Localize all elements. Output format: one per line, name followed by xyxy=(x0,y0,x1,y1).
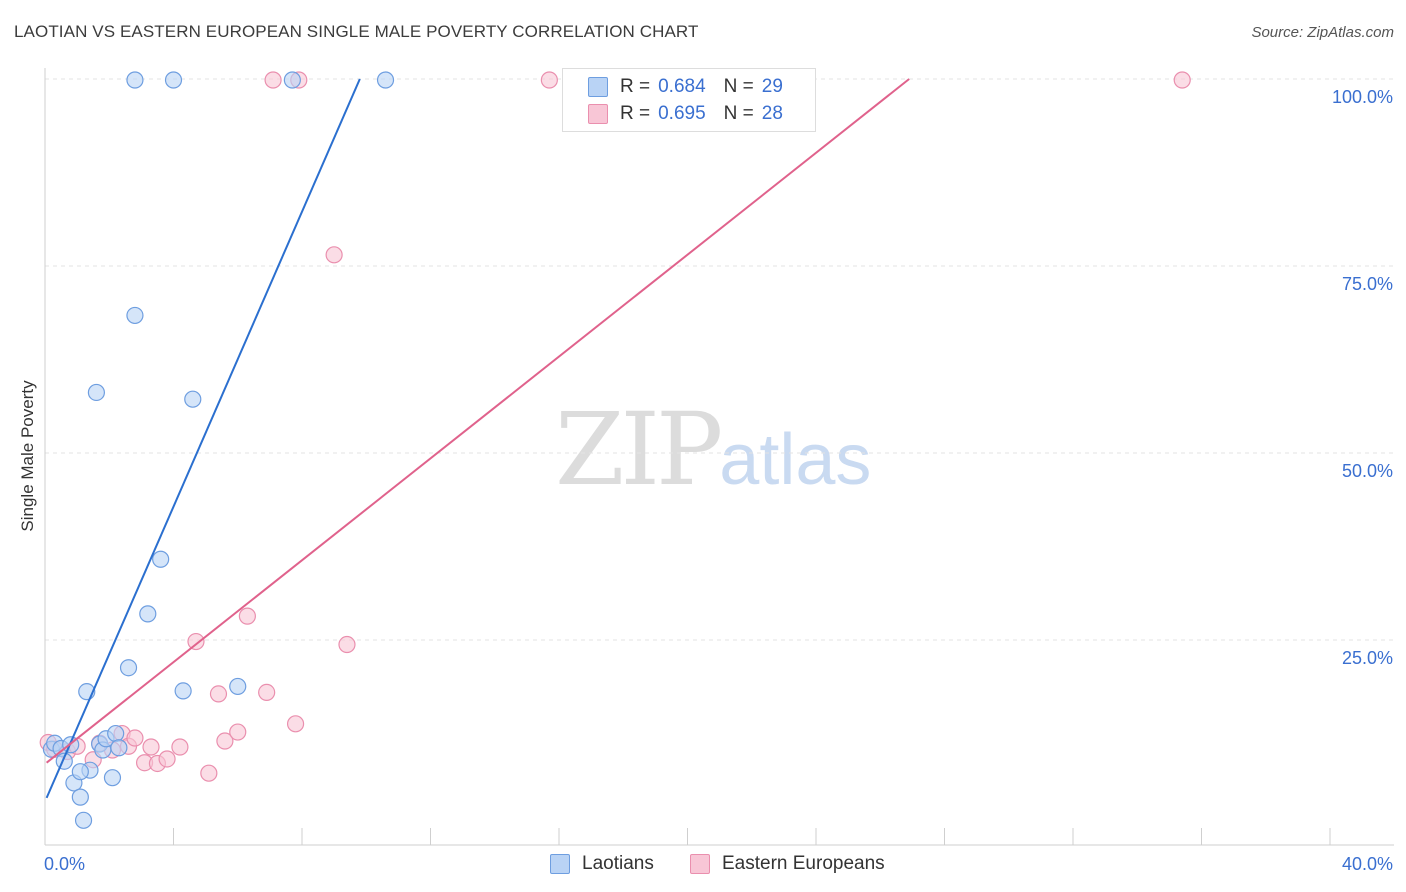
eastern-european-point xyxy=(209,685,228,703)
eastern-european-point xyxy=(286,715,305,733)
bottom-legend-laotians: Laotians xyxy=(550,852,654,876)
laotian-point xyxy=(152,550,170,568)
y-tick-label: 50.0% xyxy=(1342,461,1393,481)
laotian-point xyxy=(74,811,93,829)
eastern-european-point xyxy=(126,729,144,747)
axes xyxy=(44,68,1394,846)
laotians-r-label: R = xyxy=(620,76,651,97)
laotian-point xyxy=(119,659,138,677)
eastern-european-trend-line xyxy=(45,78,910,764)
laotian-point xyxy=(229,677,247,696)
trend-lines xyxy=(45,78,910,799)
laotian-point xyxy=(139,605,157,623)
y-tick-label: 75.0% xyxy=(1342,274,1393,294)
y-tick-label: 100.0% xyxy=(1332,87,1393,107)
laotian-points xyxy=(42,71,395,829)
laotian-point xyxy=(184,390,202,408)
laotians-n-label: N = xyxy=(723,76,754,97)
laotian-point xyxy=(283,71,301,89)
eastern-european-point xyxy=(171,738,189,756)
eastern-european-point xyxy=(229,723,247,741)
bottom-legend-eastern: Eastern Europeans xyxy=(690,852,885,876)
eastern-european-point xyxy=(338,635,356,654)
eastern-n-label: N = xyxy=(723,103,754,124)
tick-labels: 25.0% 50.0% 75.0% 100.0% 0.0% 40.0% xyxy=(44,87,1393,874)
eastern-european-point xyxy=(258,683,276,702)
laotian-point xyxy=(71,788,89,806)
laotian-point xyxy=(87,383,106,402)
bottom-laotians-swatch xyxy=(550,854,570,874)
laotian-point xyxy=(376,71,395,89)
eastern-european-points xyxy=(39,71,1191,782)
legend-row-laotians: R = 0.684 N = 29 xyxy=(588,75,783,99)
laotian-point xyxy=(126,71,144,89)
source-label: Source: ZipAtlas.com xyxy=(1251,24,1394,41)
laotian-point xyxy=(110,739,128,757)
laotian-point xyxy=(107,724,125,743)
laotian-trend-line xyxy=(45,78,361,799)
eastern-european-point xyxy=(158,750,176,768)
eastern-r-label: R = xyxy=(620,103,651,124)
eastern-european-point xyxy=(1173,71,1191,89)
legend-row-eastern: R = 0.695 N = 28 xyxy=(588,102,783,126)
eastern-european-point xyxy=(325,246,343,264)
bottom-laotians-label: Laotians xyxy=(582,853,654,874)
eastern-european-point xyxy=(216,732,234,750)
chart-title: LAOTIAN VS EASTERN EUROPEAN SINGLE MALE … xyxy=(14,22,699,41)
laotian-point xyxy=(126,306,144,325)
eastern-n-value: 28 xyxy=(761,103,783,124)
eastern-european-point xyxy=(200,764,218,782)
y-tick-label: 25.0% xyxy=(1342,648,1393,668)
correlation-legend: R = 0.684 N = 29 R = 0.695 N = 28 xyxy=(562,68,816,132)
eastern-swatch xyxy=(588,104,608,124)
laotians-r-value: 0.684 xyxy=(658,76,706,97)
bottom-eastern-swatch xyxy=(690,854,710,874)
laotians-n-value: 29 xyxy=(761,76,783,97)
eastern-r-value: 0.695 xyxy=(658,103,706,124)
laotians-swatch xyxy=(588,77,608,97)
eastern-european-point xyxy=(187,632,205,651)
gridlines xyxy=(45,78,1395,641)
eastern-european-point xyxy=(238,607,256,625)
x-tick-label: 0.0% xyxy=(44,854,85,874)
eastern-european-point xyxy=(264,71,282,89)
bottom-eastern-label: Eastern Europeans xyxy=(722,853,885,874)
laotian-point xyxy=(71,763,89,781)
x-tick-label: 40.0% xyxy=(1342,854,1393,874)
eastern-european-point xyxy=(540,71,558,89)
eastern-european-point xyxy=(142,738,160,756)
laotian-point xyxy=(174,682,192,700)
laotian-point xyxy=(103,769,122,787)
laotian-point xyxy=(164,71,183,89)
